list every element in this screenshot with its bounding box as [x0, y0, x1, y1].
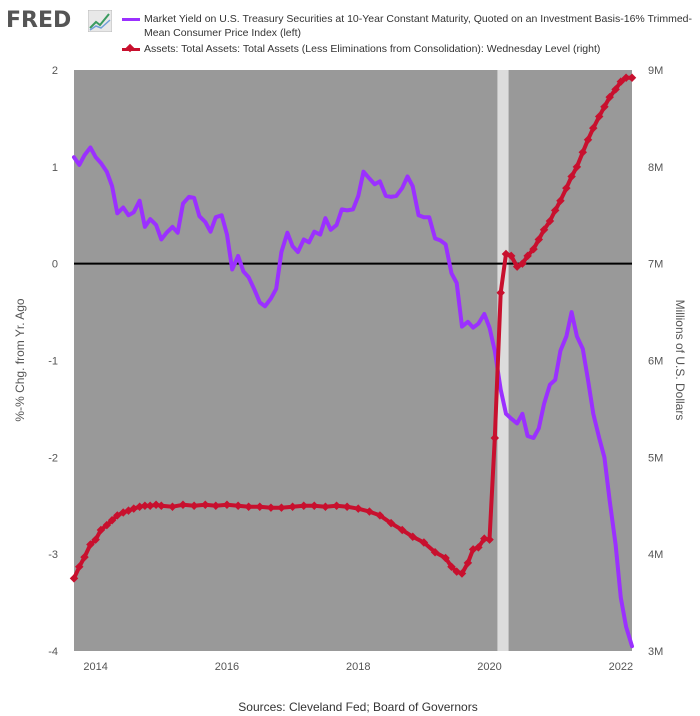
data-point-marker — [211, 501, 221, 510]
data-point-marker — [474, 543, 483, 552]
legend-item-total-assets: Assets: Total Assets: Total Assets (Less… — [122, 42, 692, 56]
data-point-marker — [490, 433, 500, 443]
data-point-marker — [397, 525, 407, 535]
plot-background — [74, 70, 632, 651]
x-axis-tick-label: 2016 — [215, 661, 239, 673]
recession-band — [497, 70, 509, 651]
data-point-marker — [288, 502, 297, 511]
x-axis-tick-label: 2014 — [83, 661, 107, 673]
data-point-marker — [145, 501, 155, 510]
data-point-marker — [244, 502, 253, 511]
legend-swatch-purple — [122, 18, 140, 21]
x-axis-tick-label: 2022 — [609, 661, 633, 673]
data-point-marker — [201, 500, 210, 510]
recession-shading — [497, 70, 509, 651]
data-point-marker — [321, 502, 330, 511]
data-point-marker — [135, 502, 144, 511]
data-point-marker — [354, 504, 363, 513]
series-line — [72, 145, 634, 649]
fred-chart-icon — [88, 10, 112, 32]
right-axis-tick-label: 9M — [648, 65, 663, 77]
plot-background-rect — [74, 70, 632, 651]
data-point-marker — [332, 501, 341, 510]
right-axis-tick-label: 7M — [648, 259, 663, 271]
data-point-marker — [277, 503, 286, 512]
data-point-marker — [233, 501, 243, 510]
data-point-marker — [386, 518, 396, 528]
data-point-marker — [496, 288, 505, 297]
right-axis-tick-label: 6M — [648, 356, 663, 368]
data-point-marker — [441, 553, 450, 563]
data-point-marker — [255, 502, 265, 511]
left-axis-tick-label: -2 — [48, 452, 58, 464]
data-point-marker — [408, 532, 417, 541]
legend-label: Assets: Total Assets: Total Assets (Less… — [144, 43, 601, 55]
data-point-marker — [342, 502, 352, 511]
left-axis-tick-label: -1 — [48, 356, 58, 368]
fred-logo: FRED — [6, 8, 72, 33]
legend-item-treasury-cpi: Market Yield on U.S. Treasury Securities… — [122, 12, 692, 40]
data-point-marker — [365, 507, 374, 516]
left-axis-tick-label: -3 — [48, 549, 58, 561]
left-axis-tick-label: 2 — [52, 65, 58, 77]
right-axis-tick-label: 5M — [648, 452, 663, 464]
legend: Market Yield on U.S. Treasury Securities… — [122, 12, 692, 58]
data-point-marker — [140, 501, 150, 510]
right-axis-ticks: 9M 8M 7M 6M 5M 4M 3M — [648, 65, 663, 658]
data-point-marker — [447, 562, 456, 571]
x-axis-tick-label: 2020 — [477, 661, 501, 673]
data-point-marker — [419, 538, 429, 547]
data-point-marker — [299, 501, 309, 510]
data-point-marker — [157, 501, 166, 510]
data-point-marker — [375, 511, 385, 520]
chart-header: FRED Market Yield on U.S. Treasury Secur… — [0, 0, 700, 62]
data-point-marker — [266, 503, 276, 512]
data-point-marker — [178, 500, 188, 510]
source-note: Sources: Cleveland Fed; Board of Governo… — [238, 700, 478, 714]
left-axis-ticks: 2 1 0 -1 -2 -3 -4 — [48, 65, 58, 658]
legend-label: Market Yield on U.S. Treasury Securities… — [144, 13, 692, 39]
data-point-marker — [463, 558, 473, 568]
right-axis-tick-label: 3M — [648, 646, 663, 658]
x-axis-tick-label: 2018 — [346, 661, 370, 673]
data-point-marker — [189, 501, 199, 510]
data-point-marker — [151, 500, 161, 510]
left-axis-tick-label: -4 — [48, 646, 58, 658]
x-axis-ticks: 2014 2016 2018 2020 2022 — [83, 661, 633, 673]
data-point-marker — [485, 535, 494, 544]
data-point-marker — [310, 501, 319, 510]
right-axis-tick-label: 4M — [648, 549, 663, 561]
data-point-marker — [518, 259, 527, 268]
right-axis-label: Millions of U.S. Dollars — [673, 300, 687, 421]
series-treasury-cpi-line — [72, 145, 634, 649]
data-point-marker — [457, 569, 467, 578]
left-axis-tick-label: 0 — [52, 259, 58, 271]
data-point-marker — [480, 534, 489, 543]
data-point-marker — [430, 547, 440, 557]
data-point-marker — [222, 500, 232, 510]
data-point-marker — [567, 172, 576, 181]
data-point-marker — [168, 502, 177, 511]
left-axis-label: %-% Chg. from Yr. Ago — [13, 298, 27, 421]
right-axis-tick-label: 8M — [648, 162, 663, 174]
left-axis-tick-label: 1 — [52, 162, 58, 174]
